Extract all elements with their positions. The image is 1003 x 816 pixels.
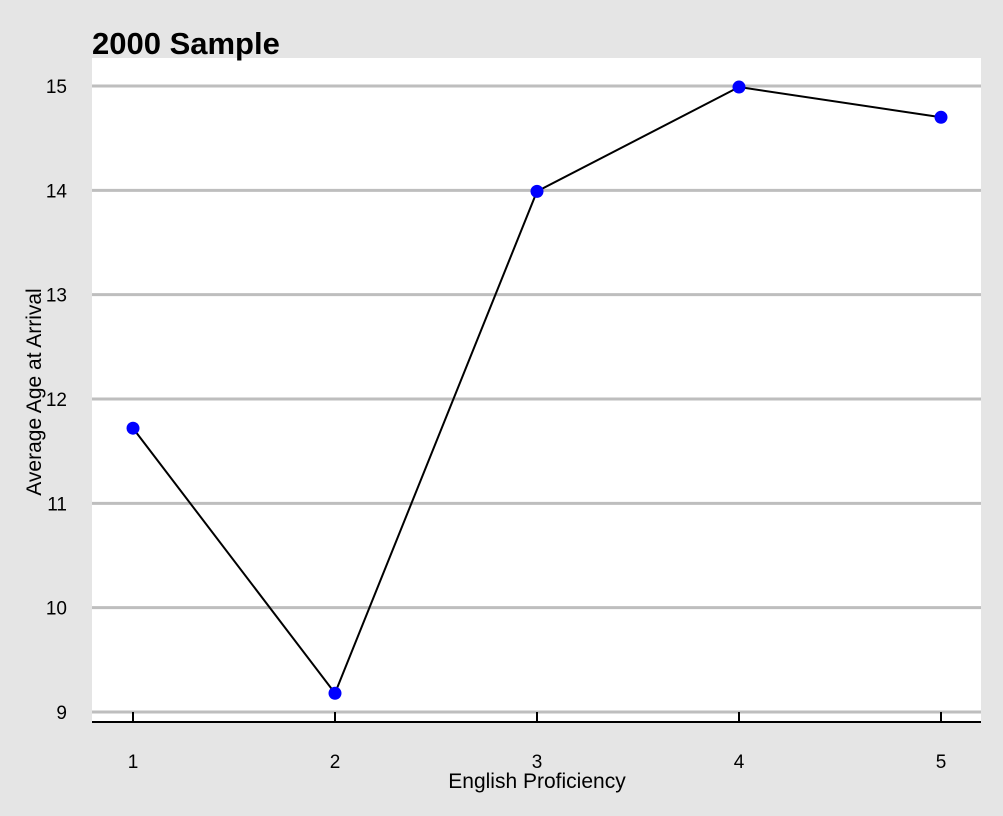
y-tick-label-15: 15 <box>46 77 67 98</box>
y-tick-label-9: 9 <box>56 703 67 724</box>
x-tick-label-4: 4 <box>734 752 745 773</box>
data-point-1 <box>126 421 140 435</box>
x-axis-ticks: 1 2 3 4 5 <box>128 712 947 773</box>
x-tick-label-1: 1 <box>128 752 139 773</box>
y-tick-label-14: 14 <box>46 181 68 202</box>
chart-title: 2000 Sample <box>92 26 280 61</box>
y-tick-label-12: 12 <box>46 390 67 411</box>
data-point-5 <box>934 110 948 124</box>
y-tick-label-10: 10 <box>46 599 67 620</box>
data-point-3 <box>530 184 544 198</box>
x-tick-label-5: 5 <box>936 752 947 773</box>
data-point-4 <box>732 80 746 94</box>
y-axis-ticks: 9 10 11 12 13 14 15 <box>46 77 68 724</box>
x-axis-label: English Proficiency <box>448 770 626 793</box>
y-axis-label: Average Age at Arrival <box>23 288 46 495</box>
data-point-2 <box>328 686 342 700</box>
y-tick-label-13: 13 <box>46 286 67 307</box>
plot-area <box>92 58 981 721</box>
y-tick-label-11: 11 <box>47 494 67 515</box>
x-tick-label-2: 2 <box>330 752 341 773</box>
x-tick-label-3: 3 <box>532 752 543 773</box>
series <box>126 80 948 700</box>
